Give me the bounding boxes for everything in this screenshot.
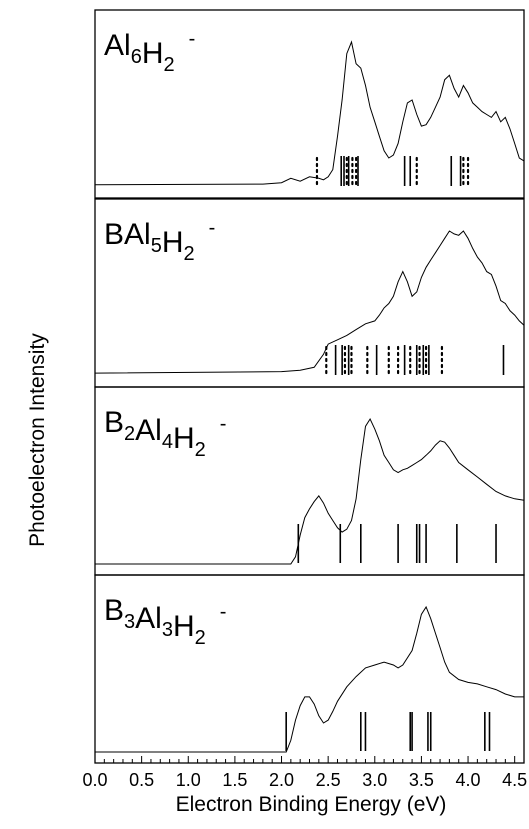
x-tick-label: 2.5 [316, 770, 341, 790]
x-tick-label: 0.0 [82, 770, 107, 790]
x-axis: 0.0 0.5 1.0 1.5 2.0 2.5 3.0 3.5 4.0 4.5 [82, 756, 527, 790]
panel-label: B2Al4H2- [104, 406, 226, 461]
panel-label: B3Al3H2- [104, 594, 226, 649]
panel-B3Al3H2-: B3Al3H2- [94, 574, 525, 764]
panel-frame [94, 198, 525, 388]
panel-label: BAl5H2- [104, 217, 215, 265]
panel-Al6H2-: Al6H2- [94, 9, 525, 199]
x-axis-label: Electron Binding Energy (eV) [175, 793, 447, 816]
x-tick-label: 4.5 [502, 770, 527, 790]
x-tick-label: 3.0 [362, 770, 387, 790]
panel-B2Al4H2-: B2Al4H2- [94, 386, 525, 576]
x-tick-label: 0.5 [129, 770, 154, 790]
x-tick-label: 1.5 [222, 770, 247, 790]
panel-label: Al6H2- [104, 28, 195, 76]
spectrum-line [94, 40, 525, 186]
spectrum-line [95, 417, 525, 565]
y-axis-label: Photoelectron Intensity [26, 333, 49, 547]
spectrum-line [94, 230, 525, 374]
x-tick-label: 3.5 [409, 770, 434, 790]
x-tick-label: 4.0 [456, 770, 481, 790]
panel-BAl5H2-: BAl5H2- [94, 198, 525, 388]
x-tick-label: 2.0 [269, 770, 294, 790]
panel-frame [94, 9, 525, 199]
x-tick-label: 1.0 [176, 770, 201, 790]
spectrum-line [95, 605, 524, 753]
